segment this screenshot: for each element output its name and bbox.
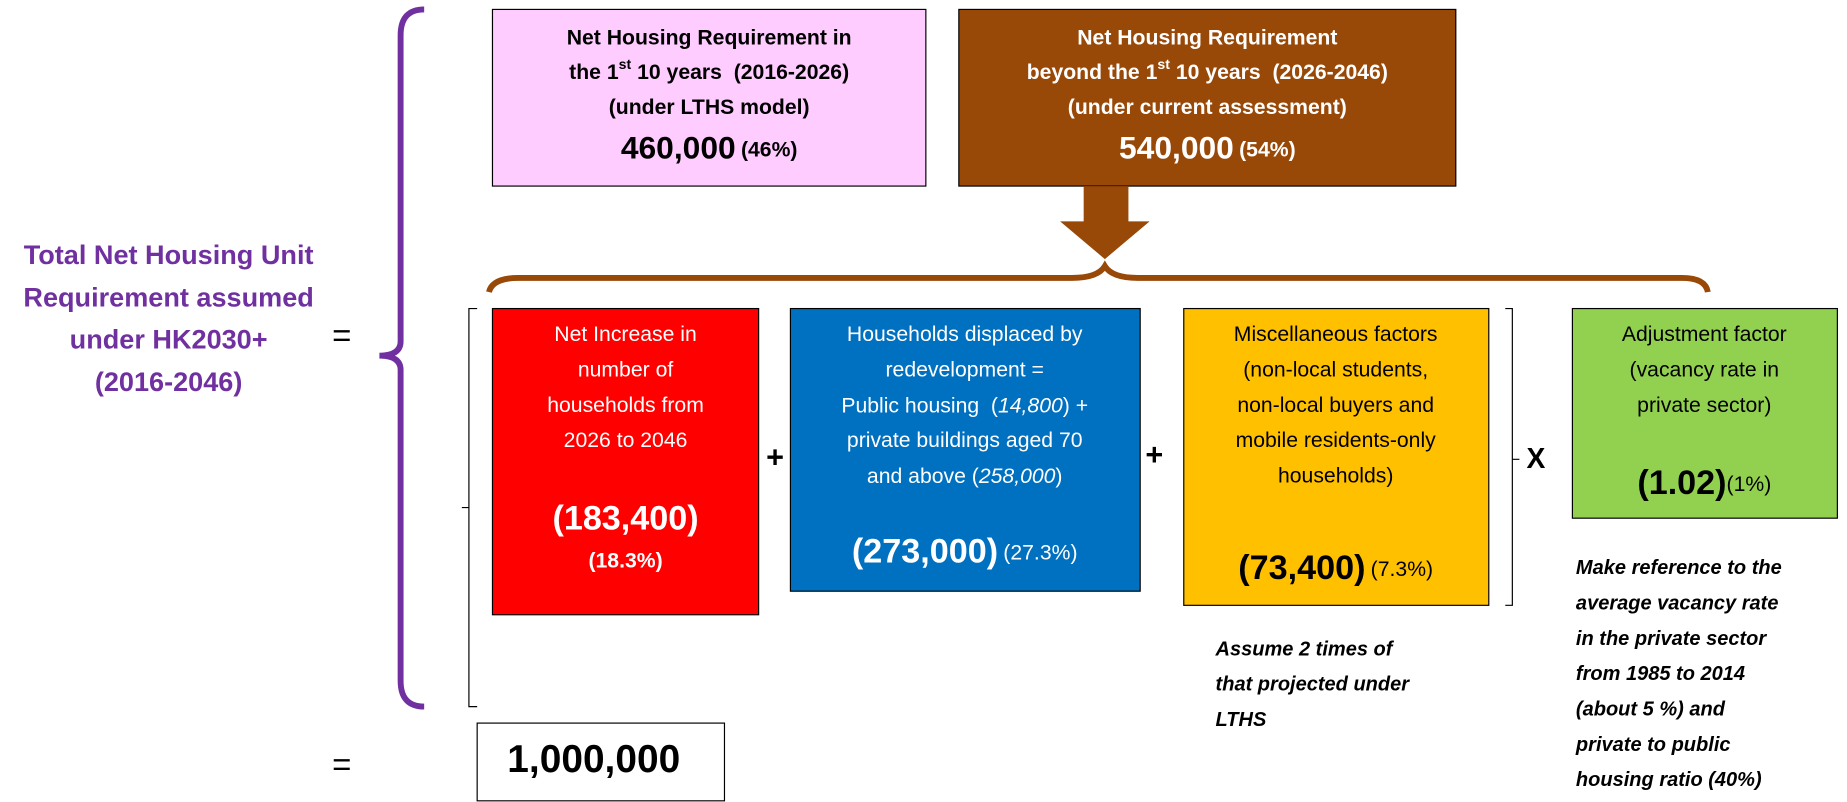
box-text: Net Housing Requirement bbox=[1077, 26, 1337, 49]
text-line: (vacancy rate in bbox=[1630, 359, 1780, 382]
text-line: private sector) bbox=[1637, 394, 1771, 417]
text-line: from 1985 to 2014 bbox=[1576, 663, 1745, 685]
share: (54%) bbox=[1239, 138, 1296, 161]
total-box bbox=[476, 722, 726, 802]
text-line: Make reference to the bbox=[1576, 557, 1782, 579]
box-value: 460,000 (46%) bbox=[621, 130, 798, 166]
box-text: (under LTHS model) bbox=[609, 96, 810, 119]
text-line: mobile residents-only bbox=[1236, 429, 1437, 452]
share: (1%) bbox=[1727, 473, 1772, 496]
text-part: beyond the 1 bbox=[1027, 61, 1158, 84]
box-text: and above (258,000) bbox=[867, 465, 1063, 488]
text-line: non-local buyers and bbox=[1237, 394, 1434, 417]
text-part: 10 years (2026-2046) bbox=[1170, 61, 1388, 84]
text-part: and above ( bbox=[867, 465, 979, 488]
text-line: that projected under bbox=[1216, 674, 1411, 696]
purple-brace bbox=[379, 6, 425, 710]
text-part: ) + bbox=[1063, 394, 1088, 417]
households-box bbox=[491, 307, 760, 616]
value: (73,400) bbox=[1238, 549, 1365, 587]
text-line: households) bbox=[1278, 465, 1393, 488]
down-arrow bbox=[1060, 186, 1150, 260]
box-text: Public housing (14,800) + bbox=[841, 394, 1088, 417]
times: X bbox=[1526, 442, 1545, 474]
plus: + bbox=[766, 440, 784, 474]
text-line: Miscellaneous factors bbox=[1234, 323, 1438, 346]
box-value: (273,000) (27.3%) bbox=[852, 533, 1078, 571]
box-text: redevelopment = bbox=[886, 359, 1044, 382]
text-line: LTHS bbox=[1216, 709, 1267, 731]
share: (18.3%) bbox=[588, 549, 662, 572]
box-text: Net Housing Requirement in bbox=[567, 26, 852, 49]
beyond-decade-box bbox=[958, 8, 1457, 187]
box-value: (1.02)(1%) bbox=[1637, 464, 1771, 502]
share: (46%) bbox=[741, 138, 798, 161]
text-line: private to public bbox=[1575, 734, 1731, 756]
displaced-box bbox=[789, 307, 1141, 592]
text-line: households from bbox=[547, 394, 704, 417]
value: (1.02) bbox=[1637, 464, 1726, 502]
superscript: st bbox=[619, 56, 632, 72]
text-line: (about 5 %) and bbox=[1576, 698, 1726, 720]
misc-text: Miscellaneous factors (non-local students… bbox=[1234, 323, 1438, 487]
adjustment-note: Make reference to the average vacancy rat… bbox=[1575, 557, 1782, 791]
adjustment-box bbox=[1571, 307, 1838, 519]
adjustment-text: Adjustment factor (vacancy rate in private… bbox=[1622, 323, 1787, 417]
text-line: under HK2030+ bbox=[70, 324, 268, 355]
text-part: Public housing ( bbox=[841, 394, 998, 417]
text-line: Requirement assumed bbox=[23, 281, 313, 312]
text-line: Net Increase in bbox=[554, 323, 697, 346]
text-line: Total Net Housing Unit bbox=[24, 239, 314, 270]
brown-brace bbox=[486, 260, 1711, 294]
text-line: Adjustment factor bbox=[1622, 323, 1787, 346]
plus: + bbox=[1145, 438, 1163, 472]
text-line: average vacancy rate bbox=[1576, 592, 1779, 614]
box-text: beyond the 1st 10 years (2026-2046) bbox=[1027, 56, 1388, 84]
text-line: number of bbox=[578, 359, 674, 382]
left-bracket bbox=[461, 307, 478, 708]
misc-box bbox=[1183, 307, 1490, 606]
text-line: housing ratio (40%) bbox=[1576, 769, 1762, 791]
equals: = bbox=[332, 317, 351, 354]
households-text: Net Increase in number of households from 2… bbox=[547, 323, 704, 452]
box-text: the 1st 10 years (2016-2026) bbox=[569, 56, 849, 84]
share: (7.3%) bbox=[1371, 558, 1433, 581]
share: (27.3%) bbox=[1003, 541, 1077, 564]
italic-number: 258,000 bbox=[978, 465, 1056, 488]
equals: = bbox=[332, 745, 351, 782]
value: (183,400) bbox=[552, 500, 698, 538]
first-decade-box bbox=[491, 8, 927, 187]
misc-note: Assume 2 times of that projected under LTH… bbox=[1215, 638, 1411, 731]
total-value: 1,000,000 bbox=[507, 738, 680, 781]
box-text: private buildings aged 70 bbox=[847, 429, 1083, 452]
text-line: Assume 2 times of bbox=[1215, 638, 1395, 660]
box-value: 540,000 (54%) bbox=[1119, 130, 1296, 166]
box-text: (under current assessment) bbox=[1068, 96, 1347, 119]
value: 540,000 bbox=[1119, 130, 1234, 166]
box-text: Households displaced by bbox=[847, 323, 1083, 346]
superscript: st bbox=[1157, 56, 1170, 72]
value: 460,000 bbox=[621, 130, 736, 166]
text-line: in the private sector bbox=[1576, 628, 1767, 650]
right-bracket bbox=[1505, 307, 1520, 606]
text-part: ) bbox=[1055, 465, 1062, 488]
value: (273,000) bbox=[852, 533, 998, 571]
text-part: the 1 bbox=[569, 61, 619, 84]
text-line: 2026 to 2046 bbox=[564, 429, 688, 452]
left-label: Total Net Housing Unit Requirement assume… bbox=[23, 239, 313, 397]
text-part: 10 years (2016-2026) bbox=[631, 61, 849, 84]
text-line: (2016-2046) bbox=[95, 366, 243, 397]
text-line: (non-local students, bbox=[1243, 359, 1428, 382]
box-value: (73,400) (7.3%) bbox=[1238, 549, 1433, 587]
italic-number: 14,800 bbox=[998, 394, 1063, 417]
